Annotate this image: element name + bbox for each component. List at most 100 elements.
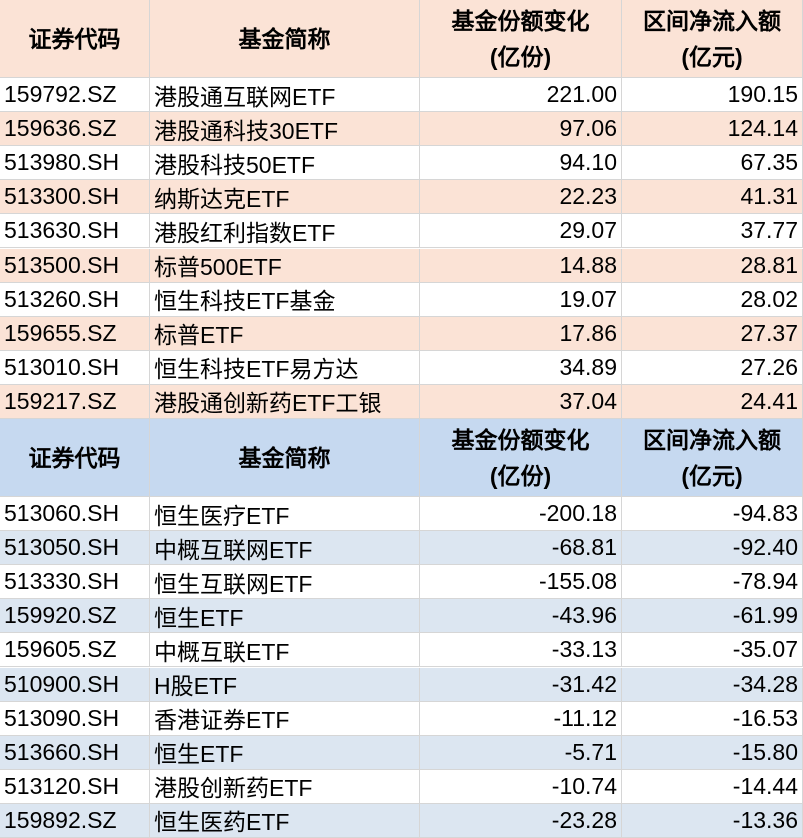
header-cell: 证券代码: [0, 0, 150, 78]
value-cell: 41.31: [622, 180, 803, 215]
header-text: 证券代码: [28, 444, 121, 471]
value-cell: -61.99: [622, 599, 803, 634]
value-cell: 97.06: [420, 112, 622, 147]
code-cell: 513260.SH: [0, 282, 150, 317]
value-cell: -34.28: [622, 667, 803, 702]
name-cell: 香港证券ETF: [150, 701, 420, 736]
code-cell: 159655.SZ: [0, 316, 150, 351]
header-text: 基金份额变化: [451, 7, 590, 34]
value-cell: -200.18: [420, 497, 622, 532]
name-cell: 港股通互联网ETF: [150, 78, 420, 113]
value-cell: 14.88: [420, 248, 622, 283]
header-cell: 区间净流入额 (亿元): [622, 419, 803, 497]
name-cell: 纳斯达克ETF: [150, 180, 420, 215]
name-cell: 港股创新药ETF: [150, 769, 420, 804]
value-cell: 27.26: [622, 350, 803, 385]
name-cell: 港股科技50ETF: [150, 146, 420, 181]
value-cell: 34.89: [420, 350, 622, 385]
value-cell: -68.81: [420, 531, 622, 566]
header-cell: 基金份额变化 (亿份): [420, 419, 622, 497]
name-cell: 恒生科技ETF易方达: [150, 350, 420, 385]
header-text: (亿元): [681, 462, 743, 489]
value-cell: -15.80: [622, 735, 803, 770]
value-cell: 67.35: [622, 146, 803, 181]
code-cell: 513050.SH: [0, 531, 150, 566]
code-cell: 159920.SZ: [0, 599, 150, 634]
name-cell: 标普500ETF: [150, 248, 420, 283]
code-cell: 513090.SH: [0, 701, 150, 736]
value-cell: 24.41: [622, 384, 803, 419]
value-cell: 27.37: [622, 316, 803, 351]
value-cell: -94.83: [622, 497, 803, 532]
name-cell: 恒生科技ETF基金: [150, 282, 420, 317]
code-cell: 513660.SH: [0, 735, 150, 770]
value-cell: 28.81: [622, 248, 803, 283]
value-cell: 19.07: [420, 282, 622, 317]
code-cell: 510900.SH: [0, 667, 150, 702]
header-cell: 基金简称: [150, 419, 420, 497]
header-text: 基金简称: [238, 25, 331, 52]
value-cell: -11.12: [420, 701, 622, 736]
value-cell: -33.13: [420, 633, 622, 668]
name-cell: 港股通科技30ETF: [150, 112, 420, 147]
value-cell: 29.07: [420, 214, 622, 249]
value-cell: 94.10: [420, 146, 622, 181]
code-cell: 513630.SH: [0, 214, 150, 249]
code-cell: 513500.SH: [0, 248, 150, 283]
value-cell: 22.23: [420, 180, 622, 215]
value-cell: 37.77: [622, 214, 803, 249]
code-cell: 513060.SH: [0, 497, 150, 532]
header-text: 证券代码: [28, 25, 121, 52]
name-cell: H股ETF: [150, 667, 420, 702]
name-cell: 中概互联ETF: [150, 633, 420, 668]
code-cell: 159636.SZ: [0, 112, 150, 147]
value-cell: -16.53: [622, 701, 803, 736]
value-cell: 28.02: [622, 282, 803, 317]
code-cell: 159217.SZ: [0, 384, 150, 419]
value-cell: -5.71: [420, 735, 622, 770]
header-text: (亿份): [489, 462, 552, 489]
code-cell: 159892.SZ: [0, 803, 150, 838]
header-text: 基金份额变化: [451, 426, 590, 453]
value-cell: -31.42: [420, 667, 622, 702]
code-cell: 513010.SH: [0, 350, 150, 385]
name-cell: 恒生ETF: [150, 735, 420, 770]
code-cell: 513120.SH: [0, 769, 150, 804]
header-cell: 基金份额变化 (亿份): [420, 0, 622, 78]
value-cell: -23.28: [420, 803, 622, 838]
value-cell: -155.08: [420, 565, 622, 600]
header-text: (亿元): [681, 43, 743, 70]
header-cell: 基金简称: [150, 0, 420, 78]
value-cell: -43.96: [420, 599, 622, 634]
name-cell: 港股通创新药ETF工银: [150, 384, 420, 419]
value-cell: -10.74: [420, 769, 622, 804]
name-cell: 标普ETF: [150, 316, 420, 351]
header-text: 区间净流入额: [643, 426, 781, 453]
code-cell: 513300.SH: [0, 180, 150, 215]
value-cell: -13.36: [622, 803, 803, 838]
header-text: 基金简称: [238, 444, 331, 471]
value-cell: 17.86: [420, 316, 622, 351]
name-cell: 恒生ETF: [150, 599, 420, 634]
value-cell: -14.44: [622, 769, 803, 804]
code-cell: 513330.SH: [0, 565, 150, 600]
value-cell: 190.15: [622, 78, 803, 113]
header-cell: 区间净流入额 (亿元): [622, 0, 803, 78]
name-cell: 恒生互联网ETF: [150, 565, 420, 600]
value-cell: -92.40: [622, 531, 803, 566]
value-cell: 124.14: [622, 112, 803, 147]
code-cell: 513980.SH: [0, 146, 150, 181]
value-cell: -78.94: [622, 565, 803, 600]
header-text: 区间净流入额: [643, 7, 781, 34]
code-cell: 159605.SZ: [0, 633, 150, 668]
header-text: (亿份): [489, 43, 552, 70]
value-cell: 221.00: [420, 78, 622, 113]
value-cell: -35.07: [622, 633, 803, 668]
value-cell: 37.04: [420, 384, 622, 419]
header-cell: 证券代码: [0, 419, 150, 497]
name-cell: 恒生医药ETF: [150, 803, 420, 838]
name-cell: 港股红利指数ETF: [150, 214, 420, 249]
name-cell: 中概互联网ETF: [150, 531, 420, 566]
name-cell: 恒生医疗ETF: [150, 497, 420, 532]
